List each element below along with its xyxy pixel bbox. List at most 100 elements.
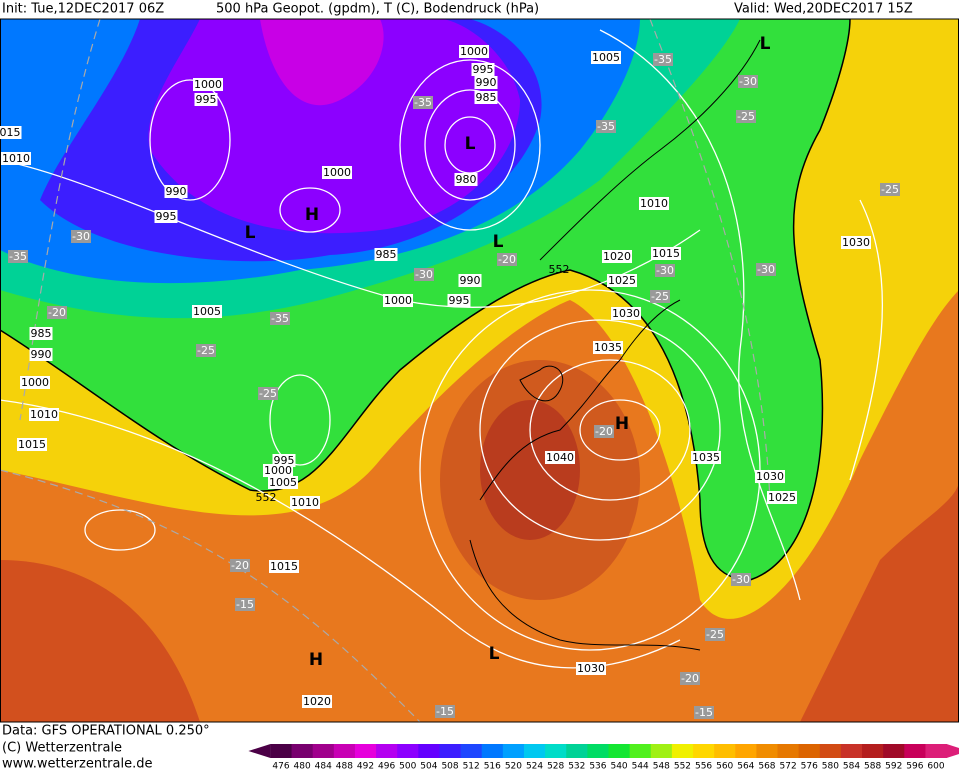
temperature-label: -30 [72,230,90,243]
temperature-label-box [738,75,758,88]
data-source: Data: GFS OPERATIONAL 0.250° [2,724,210,739]
pressure-label: 1000 [323,166,351,179]
colorbar-label: 504 [420,762,437,771]
colorbar-swatch [460,744,483,758]
pressure-label: 1000 [21,376,49,389]
colorbar-swatch [608,744,631,758]
colorbar-swatch [693,744,715,758]
pressure-label-box [459,45,489,58]
colorbar-swatch [671,744,694,758]
pressure-center: L [493,232,504,252]
temperature-label: -35 [9,250,27,263]
temperature-label-box [235,598,255,611]
temperature-label: -15 [695,706,713,719]
colorbar-swatch [883,744,905,758]
pressure-label: 990 [166,185,187,198]
temperature-label-box [731,573,751,586]
temperature-label: -25 [881,183,899,196]
pressure-label: 1005 [269,476,297,489]
colorbar-swatch [418,744,440,758]
colorbar-swatch [904,744,926,758]
pressure-label: 1000 [384,294,412,307]
pressure-label-box [269,560,299,573]
temperature-label-box [705,628,725,641]
temperature-label-box [8,250,28,263]
pressure-label-box [383,294,413,307]
pressure-label: 015 [0,126,21,139]
pressure-label: 1010 [2,152,30,165]
temperature-label-box [270,312,290,325]
temperature-label: -20 [498,253,516,266]
colorbar-swatch [502,744,525,758]
pressure-label-box [841,236,871,249]
colorbar-swatch [756,744,779,758]
temperature-label: -20 [231,559,249,572]
colorbar-label: 576 [801,762,818,771]
pressure-label: 995 [449,294,470,307]
colorbar-label: 548 [653,762,670,771]
pressure-label: 1030 [756,470,784,483]
pressure-label: 1030 [577,662,605,675]
colorbar-swatch [714,744,736,758]
pressure-label-box [576,662,606,675]
colorbar-label: 596 [906,762,923,771]
pressure-label-box [639,197,669,210]
pressure-label: 995 [473,63,494,76]
pressure-label-box [194,93,218,106]
colorbar-swatch [376,744,398,758]
pressure-label: 995 [196,93,217,106]
pressure-label-box [454,173,478,186]
temperature-label-box [655,264,675,277]
temperature-label-box [230,559,250,572]
pressure-label: 990 [476,76,497,89]
colorbar-label: 560 [716,762,733,771]
temperature-label: -25 [197,344,215,357]
colorbar-swatch [312,744,335,758]
temperature-label: -30 [656,264,674,277]
pressure-label-box [691,451,721,464]
colorbar-label: 508 [441,762,458,771]
temperature-label: -30 [415,268,433,281]
colorbar-label: 528 [547,762,564,771]
colorbar-swatch [291,744,314,758]
temperature-label: -20 [595,425,613,438]
temperature-label: -30 [757,263,775,276]
pressure-label-box [591,51,621,64]
colorbar-label: 496 [378,762,395,771]
ridge-core [480,400,580,540]
temperature-label-box [653,53,673,66]
pressure-center: H [615,414,629,434]
purple-field [148,19,520,234]
pressure-label-box [593,341,623,354]
temperature-label-box [47,306,67,319]
colorbar-label: 492 [357,762,374,771]
pressure-label: 1010 [291,496,319,509]
pressure-label-box [268,476,298,489]
red-field [800,480,959,722]
temperature-label: -35 [654,53,672,66]
temperature-label-box [694,706,714,719]
pressure-label: 1005 [592,51,620,64]
pressure-label: 1040 [546,451,574,464]
pressure-label-box [302,695,332,708]
colorbar-swatch [270,744,293,758]
pressure-label-box [611,307,641,320]
pressure-label-box [755,470,785,483]
colorbar-label: 568 [758,762,775,771]
pressure-label: 1000 [460,45,488,58]
pressure-label: 985 [31,327,52,340]
temperature-label: -15 [436,705,454,718]
pressure-label: 1010 [30,408,58,421]
pressure-label: 1015 [652,247,680,260]
pressure-label: 995 [156,210,177,223]
pressure-label-box [471,63,495,76]
pressure-label-box [29,348,53,361]
colorbar-label: 552 [674,762,691,771]
pressure-label-box [602,250,632,263]
pressure-label-box [474,76,498,89]
pressure-label: 1035 [594,341,622,354]
pressure-label-box [154,210,178,223]
colorbar-label: 572 [780,762,797,771]
temperature-label: -35 [271,312,289,325]
colorbar-label: 536 [589,762,606,771]
